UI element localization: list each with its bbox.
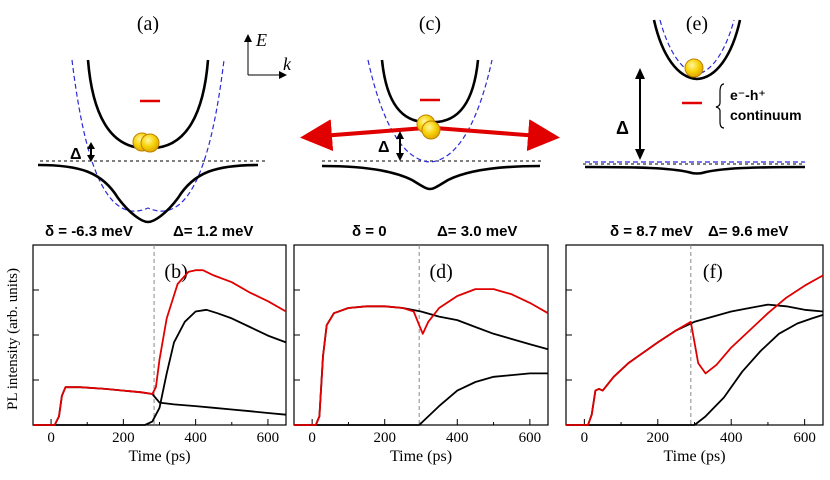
lower-polariton-branch-a	[37, 163, 259, 224]
x-tick-label: 200	[647, 430, 670, 446]
diagram-e-label: (e)	[686, 13, 708, 35]
y-axis-label: PL intensity (arb. units)	[5, 268, 21, 410]
panel-header-detuning: δ = 0	[352, 223, 387, 240]
diagram-e: (e) Δ e⁻-h⁺ continuum	[583, 13, 806, 175]
x-tick-label: 200	[112, 430, 135, 446]
delta-arrow-heads-a	[87, 142, 95, 162]
x-axis-label: Time (ps)	[390, 448, 452, 465]
x-axis-label: Time (ps)	[663, 448, 725, 465]
upper-polariton-branch-c	[380, 59, 480, 124]
diagram-c-label: (c)	[419, 13, 441, 35]
panel-header-detuning: δ = -6.3 meV	[45, 223, 133, 240]
panel-header-splitting: Δ= 9.6 meV	[708, 223, 788, 240]
series-line-total	[33, 269, 287, 426]
panel-label: (f)	[703, 261, 723, 283]
diagram-a: (a) Δ	[37, 13, 268, 224]
polariton-ball-icon	[684, 58, 704, 78]
diagram-c: (c) Δ	[300, 13, 560, 191]
chart-panel-b: δ = -6.3 meV Δ= 1.2 meV 0 200 400 600 Time (ps…	[32, 223, 287, 465]
bare-photon-dispersion-a	[71, 59, 225, 212]
x-axis-label: Time (ps)	[128, 448, 190, 465]
polariton-ball-icon	[421, 120, 441, 140]
chart-panel-d: δ = 0 Δ= 3.0 meV 0 200 400 600 Time (ps) (d)	[293, 223, 549, 465]
plot-frame	[293, 244, 549, 426]
x-tick-label: 600	[257, 430, 280, 446]
panel-header-splitting: Δ= 1.2 meV	[173, 223, 253, 240]
bare-photon-dispersion-c	[367, 59, 493, 163]
lower-polariton-branch-c	[321, 164, 541, 191]
plot-frame	[565, 244, 824, 426]
series-line-lower	[566, 314, 824, 426]
energy-axis-label: E	[255, 30, 267, 50]
series-line-upper	[566, 303, 824, 426]
panel-header-splitting: Δ= 3.0 meV	[437, 223, 517, 240]
continuum-brace	[715, 83, 725, 129]
momentum-axis-label: k	[283, 54, 292, 74]
panel-label: (d)	[430, 261, 453, 283]
lower-polariton-branch-e	[584, 165, 806, 175]
delta-arrow-heads-c	[396, 131, 404, 161]
polariton-ball-icon	[140, 133, 160, 153]
panel-label: (b)	[164, 261, 187, 283]
delta-label-c: Δ	[378, 139, 390, 156]
x-tick-label: 200	[373, 430, 396, 446]
x-tick-label: 400	[446, 430, 469, 446]
delta-label-e: Δ	[616, 118, 629, 138]
panel-header-detuning: δ = 8.7 meV	[610, 223, 693, 240]
x-tick-label: 600	[519, 430, 542, 446]
x-tick-label: 400	[720, 430, 743, 446]
series-line-total	[566, 274, 824, 426]
x-tick-label: 0	[308, 430, 316, 446]
chart-panel-f: δ = 8.7 meV Δ= 9.6 meV 0 200 400 600 Time (ps)…	[565, 223, 824, 465]
delta-arrow-heads-e	[635, 68, 645, 160]
series-line-upper	[294, 305, 549, 426]
delta-label-a: Δ	[70, 146, 82, 163]
axes-key: E k	[244, 30, 292, 79]
series-line-upper	[33, 308, 287, 426]
continuum-label-line1: e⁻-h⁺	[730, 87, 766, 103]
x-tick-label: 400	[184, 430, 207, 446]
series-line-lower	[294, 372, 548, 426]
plot-frame	[32, 244, 287, 426]
x-tick-label: 0	[581, 430, 589, 446]
x-tick-label: 600	[793, 430, 816, 446]
x-tick-label: 0	[47, 430, 55, 446]
diagram-a-label: (a)	[137, 13, 159, 35]
spreading-arrow-left	[300, 119, 426, 152]
series-line-total	[294, 288, 549, 426]
upper-polariton-branch-e	[652, 19, 742, 81]
continuum-label-line2: continuum	[730, 107, 802, 123]
spreading-arrow-right	[434, 119, 560, 152]
